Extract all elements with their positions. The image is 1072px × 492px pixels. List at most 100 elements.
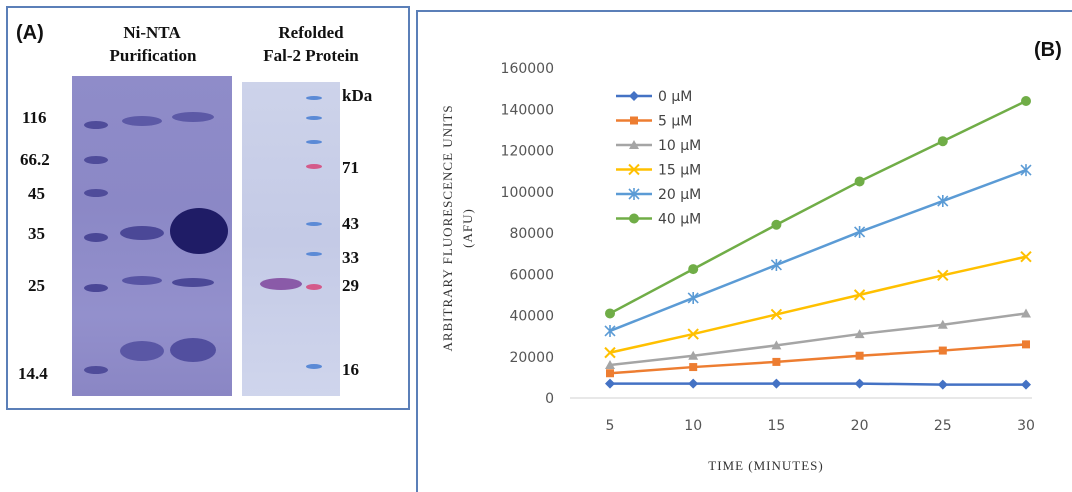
panel-b-chart-frame xyxy=(416,10,1072,492)
gel-band xyxy=(84,189,108,197)
marker-label-45: 45 xyxy=(28,184,45,203)
gel2-title-line1: Refolded xyxy=(278,23,344,42)
ni-nta-gel-image xyxy=(72,76,232,396)
series-group xyxy=(605,378,1031,390)
data-point-marker xyxy=(688,350,699,360)
data-point-marker xyxy=(628,188,640,200)
panel-b-label: (B) xyxy=(1034,39,1062,61)
legend-item: 10 μM xyxy=(616,138,701,154)
data-point-marker xyxy=(1022,340,1030,349)
ladder-band-43 xyxy=(306,222,322,226)
data-point-marker xyxy=(604,346,616,359)
series-lines xyxy=(604,96,1032,390)
gel-band xyxy=(170,338,216,362)
data-point-marker xyxy=(605,360,615,369)
y-tick-label: 140000 xyxy=(501,102,554,118)
legend-item: 40 μM xyxy=(616,212,701,228)
marker-label-14-4: 14.4 xyxy=(18,364,48,383)
ladder-band-16 xyxy=(306,364,322,369)
x-tick-label: 10 xyxy=(684,418,702,434)
x-tick-label: 20 xyxy=(851,418,869,434)
x-tick-label: 30 xyxy=(1017,418,1035,434)
data-point-marker xyxy=(687,328,699,340)
data-point-marker xyxy=(689,363,698,372)
gel-band xyxy=(172,112,214,122)
series-line xyxy=(609,99,1027,315)
marker-label-116: 116 xyxy=(22,108,47,127)
gel1-title-line2: Purification xyxy=(109,46,197,65)
series-group xyxy=(604,164,1032,337)
data-point-marker xyxy=(771,340,782,350)
series-group xyxy=(606,340,1030,378)
ladder-band xyxy=(306,116,322,120)
marker-label-33: 33 xyxy=(342,248,359,267)
y-tick-label: 160000 xyxy=(501,61,554,77)
data-point-marker xyxy=(1021,379,1031,390)
y-tick-label: 60000 xyxy=(509,267,554,283)
data-point-marker xyxy=(938,346,947,355)
data-point-marker xyxy=(629,140,639,149)
marker-label-35: 35 xyxy=(28,224,45,243)
unit-label-kda: kDa xyxy=(342,86,373,105)
gel1-title-line1: Ni-NTA xyxy=(123,23,181,42)
fluorescence-line-chart: (B) ARBITRARY FLUORESCENCE UNITS (AFU) T… xyxy=(440,39,1062,473)
marker-label-16: 16 xyxy=(342,360,359,379)
data-point-marker xyxy=(629,213,639,224)
ladder-band-71 xyxy=(306,164,322,169)
data-point-marker xyxy=(604,324,616,337)
legend-label: 15 μM xyxy=(658,163,701,179)
data-point-marker xyxy=(605,378,615,389)
x-tick-label: 25 xyxy=(934,418,952,434)
series-line xyxy=(609,343,1027,375)
data-point-marker xyxy=(771,378,782,389)
gel2-title-line2: Fal-2 Protein xyxy=(263,46,359,65)
gel-band xyxy=(120,226,164,240)
gel-band xyxy=(84,156,108,164)
y-tick-label: 0 xyxy=(545,391,554,407)
legend-item: 20 μM xyxy=(616,187,701,203)
gel-band xyxy=(84,366,108,374)
y-axis-title: ARBITRARY FLUORESCENCE UNITS xyxy=(440,104,455,351)
data-point-marker xyxy=(1020,251,1032,263)
data-point-marker xyxy=(770,258,782,271)
gel-band xyxy=(122,276,162,285)
legend-label: 20 μM xyxy=(658,187,701,203)
panel-a-gel-figure: (A) Ni-NTA Purification Refolded Fal-2 P… xyxy=(6,6,410,410)
x-tick-labels: 5 10 15 20 25 30 xyxy=(606,418,1035,434)
refolded-protein-gel-image xyxy=(242,82,340,396)
legend-label: 40 μM xyxy=(658,212,701,228)
overexpressed-protein-band xyxy=(170,208,228,254)
x-axis-title: TIME (MINUTES) xyxy=(708,458,823,473)
data-point-marker xyxy=(1021,308,1031,318)
data-point-marker xyxy=(937,379,948,390)
data-point-marker xyxy=(1020,164,1032,177)
series-line xyxy=(609,312,1027,367)
ladder-band xyxy=(306,140,322,144)
y-tick-label: 100000 xyxy=(501,185,554,201)
marker-label-43: 43 xyxy=(342,214,359,233)
data-point-marker xyxy=(605,308,615,319)
ladder-band-29 xyxy=(306,284,322,290)
data-point-marker xyxy=(1021,96,1031,106)
data-point-marker xyxy=(628,163,640,176)
marker-label-71: 71 xyxy=(342,158,359,177)
y-tick-label: 120000 xyxy=(501,144,554,160)
legend: 0 μM 5 μM 10 μM 15 μM 20 μM 40 μM xyxy=(616,89,701,228)
y-tick-label: 40000 xyxy=(509,309,554,325)
data-point-marker xyxy=(629,91,639,101)
data-point-marker xyxy=(606,369,614,378)
data-point-marker xyxy=(770,308,783,321)
legend-label: 10 μM xyxy=(658,138,701,154)
data-point-marker xyxy=(630,116,638,125)
series-group xyxy=(605,308,1031,369)
data-point-marker xyxy=(687,291,699,304)
x-tick-label: 15 xyxy=(767,418,785,434)
marker-label-25: 25 xyxy=(28,276,45,295)
series-group xyxy=(605,96,1031,319)
data-point-marker xyxy=(854,329,865,339)
refolded-protein-band xyxy=(260,278,302,290)
data-point-marker xyxy=(853,289,866,301)
data-point-marker xyxy=(937,195,949,208)
legend-label: 5 μM xyxy=(658,114,692,130)
gel-band xyxy=(84,121,108,129)
